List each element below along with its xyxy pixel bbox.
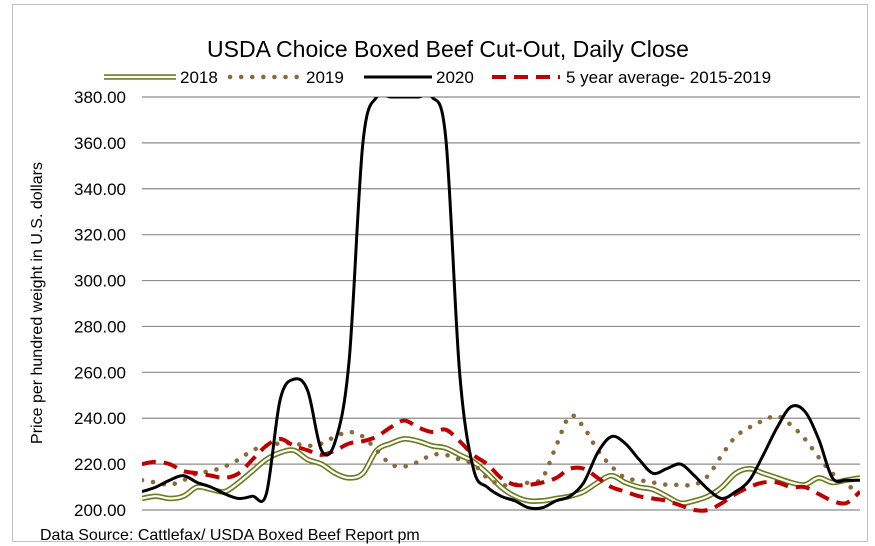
y-axis-label: Price per hundred weight in U.S. dollars	[29, 162, 46, 444]
legend-entry: 2019	[227, 68, 344, 87]
chart-frame	[12, 4, 868, 542]
y-tick-label: 280.00	[74, 317, 126, 336]
y-tick-label: 240.00	[74, 409, 126, 428]
y-tick-label: 260.00	[74, 363, 126, 382]
legend-label: 2020	[436, 68, 474, 87]
legend-label: 2019	[306, 68, 344, 87]
y-tick-label: 300.00	[74, 272, 126, 291]
y-tick-label: 380.00	[74, 88, 126, 107]
y-tick-label: 320.00	[74, 226, 126, 245]
chart-title: USDA Choice Boxed Beef Cut-Out, Daily Cl…	[207, 36, 689, 62]
series-line	[142, 436, 860, 507]
series-2018	[142, 436, 860, 507]
legend-entry: 2018	[104, 68, 218, 87]
series-5-year-average-2015-2019	[142, 418, 860, 513]
data-source-note: Data Source: Cattlefax/ USDA Boxed Beef …	[40, 527, 420, 544]
legend-entry: 2020	[364, 68, 474, 87]
legend-label: 5 year average- 2015-2019	[566, 68, 771, 87]
series-line	[142, 97, 860, 511]
y-tick-label: 340.00	[74, 180, 126, 199]
chart-legend: 2018 2019 2020 5 year average- 2015-2019	[104, 68, 771, 87]
series-line	[142, 418, 860, 513]
series-line	[142, 413, 860, 494]
y-axis-tick-labels: 200.00 220.00 240.00 260.00 280.00 300.00 320.…	[74, 88, 126, 520]
y-tick-label: 360.00	[74, 134, 126, 153]
series-2019	[142, 413, 860, 494]
legend-entry: 5 year average- 2015-2019	[492, 68, 771, 87]
series-layer	[142, 97, 860, 513]
y-tick-label: 220.00	[74, 455, 126, 474]
y-tick-label: 200.00	[74, 501, 126, 520]
legend-label: 2018	[180, 68, 218, 87]
series-line	[142, 437, 860, 505]
series-2020	[142, 97, 860, 511]
grid-lines	[142, 96, 860, 511]
